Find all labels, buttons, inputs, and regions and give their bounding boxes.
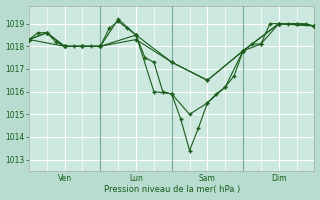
X-axis label: Pression niveau de la mer( hPa ): Pression niveau de la mer( hPa ) — [104, 185, 240, 194]
